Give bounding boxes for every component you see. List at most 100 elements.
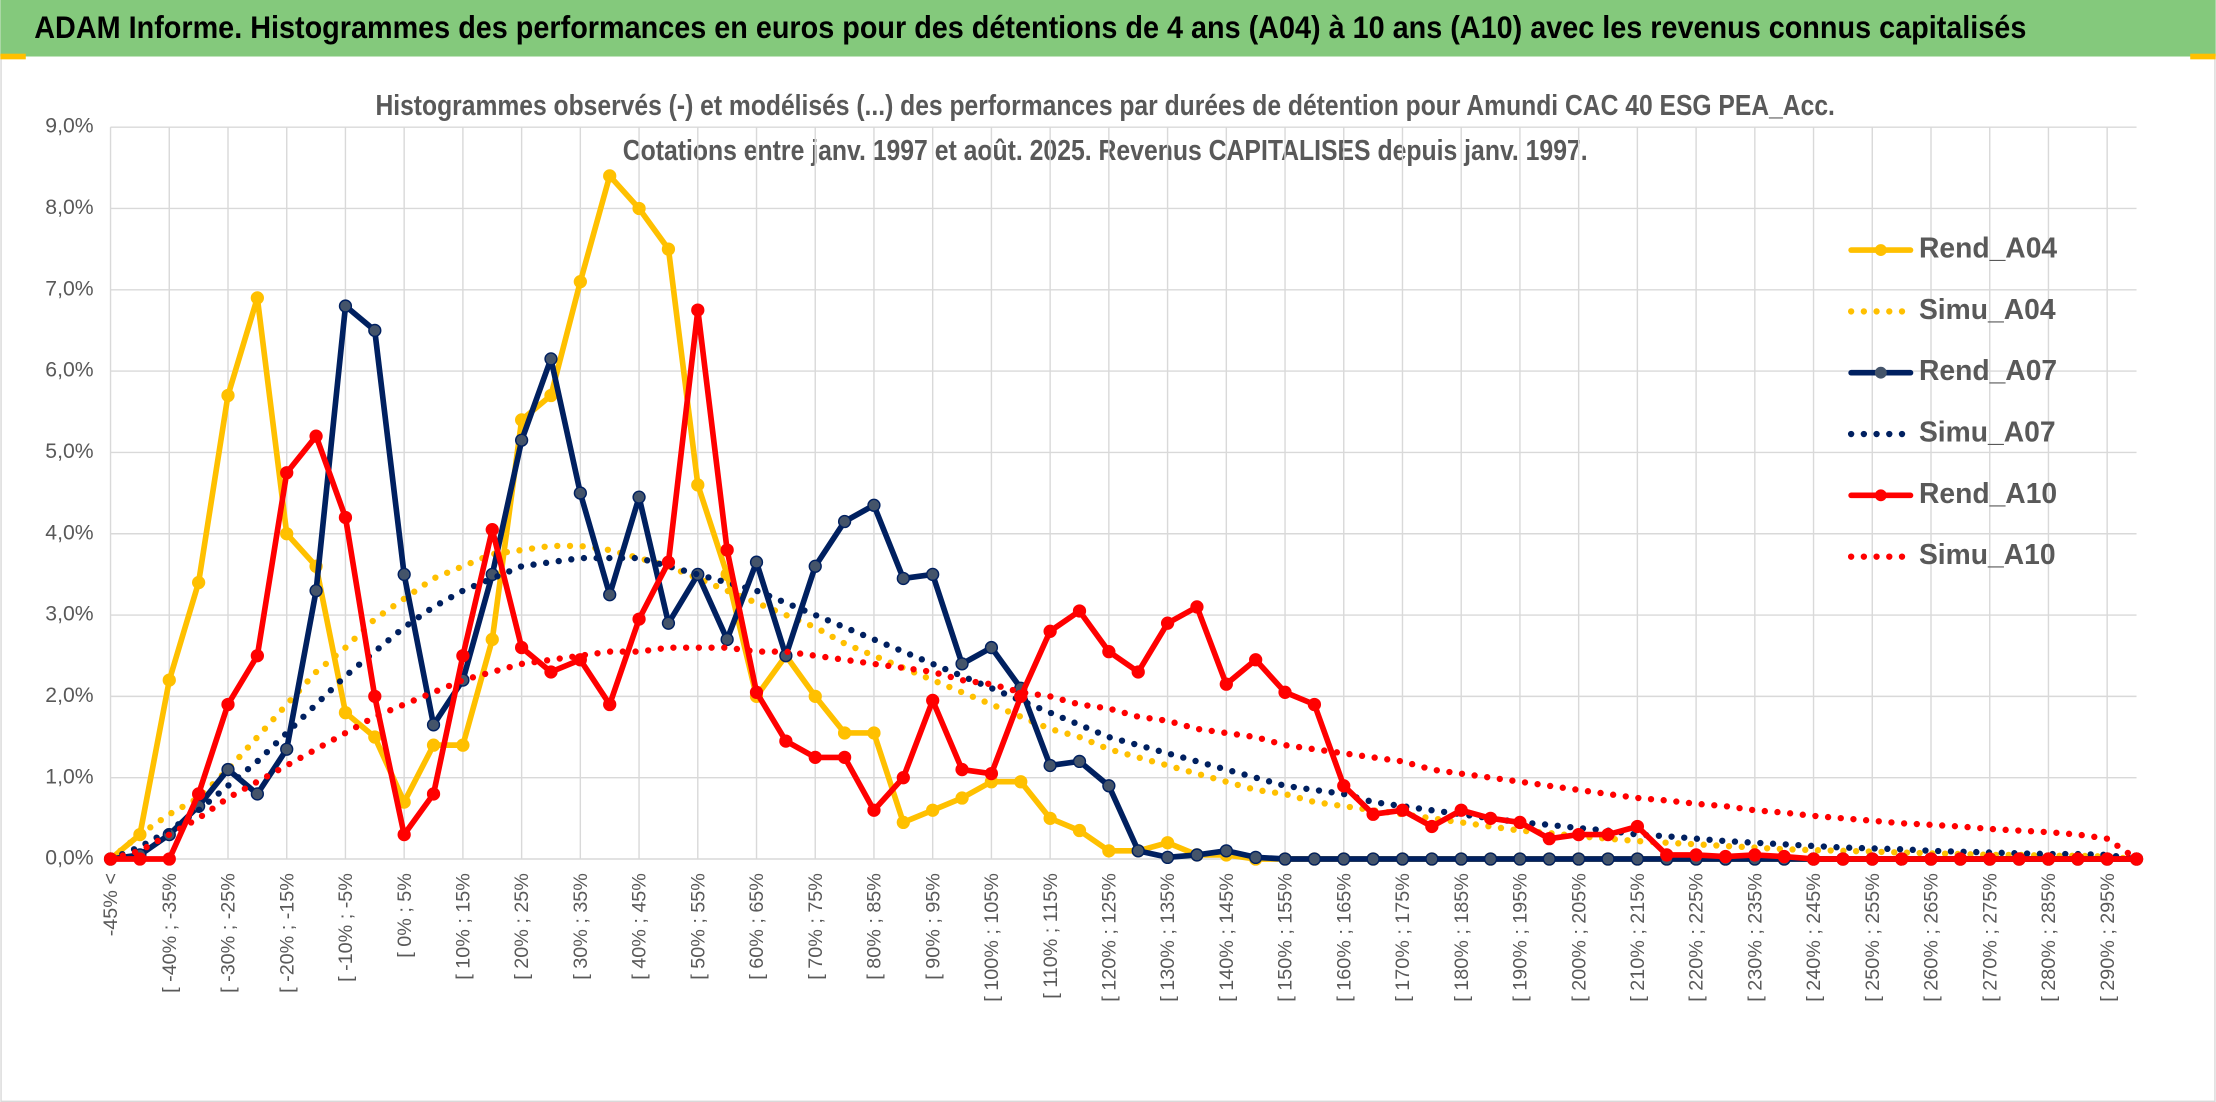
data-point: [926, 567, 940, 582]
legend-marker: [1874, 244, 1887, 257]
data-point: [661, 242, 676, 256]
data-point: [1425, 852, 1439, 866]
x-tick-label: [ 50% ; 55%: [687, 873, 709, 980]
data-point: [1219, 677, 1233, 691]
data-point: [1395, 803, 1410, 817]
header-bar: [0, 0, 2216, 57]
data-point: [1894, 852, 1909, 866]
x-tick-label: [ -20% ; -15%: [276, 873, 298, 993]
x-tick-label: [ 230% ; 235%: [1744, 873, 1766, 1002]
data-point: [691, 478, 705, 492]
data-point: [1630, 819, 1645, 834]
data-point: [926, 803, 940, 817]
corner-accent: [2190, 53, 2216, 60]
data-point: [1072, 604, 1087, 618]
x-tick-label: [ 200% ; 205%: [1568, 873, 1590, 1002]
data-point: [603, 588, 617, 602]
data-point: [1542, 832, 1556, 846]
legend-marker: [1874, 489, 1887, 502]
y-tick-label: 3,0%: [45, 603, 93, 626]
data-point: [1689, 848, 1703, 862]
data-point: [280, 527, 294, 541]
data-point: [2012, 852, 2026, 866]
data-point: [1278, 685, 1292, 699]
data-point: [456, 649, 470, 663]
chart-title: Histogrammes observés (-) et modélisés (…: [375, 89, 1834, 121]
data-point: [1395, 852, 1410, 866]
data-point: [1983, 852, 1997, 866]
legend-label: Simu_A07: [1919, 415, 2056, 447]
x-tick-label: [ 30% ; 35%: [570, 873, 592, 980]
data-point: [426, 718, 441, 732]
x-tick-label: [ 40% ; 45%: [629, 873, 651, 980]
data-point: [867, 498, 881, 512]
data-point: [632, 201, 646, 216]
x-tick-label: [ -10% ; -5%: [335, 873, 357, 982]
y-tick-label: 7,0%: [45, 277, 93, 300]
data-point: [2041, 852, 2056, 866]
data-point: [1601, 852, 1615, 866]
data-point: [779, 734, 793, 748]
x-tick-label: [ 70% ; 75%: [805, 873, 827, 980]
data-point: [896, 571, 910, 586]
data-point: [368, 730, 382, 744]
x-tick-label: [ 260% ; 265%: [1921, 873, 1943, 1002]
data-point: [514, 433, 529, 447]
legend-label: Rend_A04: [1919, 232, 2057, 264]
data-point: [2129, 852, 2144, 866]
data-point: [280, 742, 294, 756]
data-point: [250, 291, 264, 305]
chart-subtitle: Cotations entre janv. 1997 et août. 2025…: [623, 134, 1588, 166]
y-tick-label: 1,0%: [45, 765, 93, 788]
data-point: [514, 640, 529, 655]
data-point: [544, 388, 558, 403]
data-point: [1160, 850, 1175, 865]
x-tick-label: [ 250% ; 255%: [1862, 873, 1884, 1002]
data-point: [1190, 600, 1204, 614]
data-point: [808, 750, 822, 764]
x-tick-label: [ 150% ; 155%: [1275, 873, 1297, 1002]
data-point: [426, 738, 441, 752]
data-point: [1630, 852, 1645, 866]
data-point: [397, 567, 411, 582]
data-point: [1278, 852, 1292, 866]
data-point: [485, 632, 499, 647]
data-point: [1160, 616, 1175, 630]
data-point: [1072, 754, 1087, 769]
data-point: [338, 705, 353, 720]
data-point: [1953, 852, 1968, 866]
data-point: [837, 726, 852, 740]
legend-label: Simu_A04: [1919, 293, 2056, 325]
x-tick-label: [ 290% ; 295%: [2097, 873, 2119, 1002]
x-tick-label: -45% <: [100, 873, 122, 936]
data-point: [1542, 852, 1556, 866]
y-tick-label: 0,0%: [45, 847, 93, 870]
data-point: [808, 559, 822, 573]
data-point: [280, 466, 294, 480]
data-point: [250, 649, 264, 663]
x-tick-label: [ 130% ; 135%: [1157, 873, 1179, 1002]
data-point: [632, 490, 646, 504]
data-point: [309, 584, 323, 598]
data-point: [896, 815, 910, 830]
data-point: [309, 429, 323, 443]
data-point: [162, 673, 176, 687]
data-point: [749, 685, 764, 699]
y-tick-label: 2,0%: [45, 684, 93, 707]
data-point: [1131, 844, 1145, 858]
data-point: [1454, 852, 1468, 866]
data-point: [1806, 852, 1821, 866]
data-point: [1043, 624, 1057, 638]
data-point: [1777, 849, 1791, 864]
data-point: [1425, 819, 1439, 834]
y-tick-label: 5,0%: [45, 440, 93, 463]
data-point: [867, 726, 881, 740]
data-point: [603, 169, 617, 183]
page-title: ADAM Informe. Histogrammes des performan…: [34, 10, 2026, 45]
data-point: [720, 543, 734, 557]
legend-label: Rend_A07: [1919, 354, 2057, 386]
data-point: [1043, 758, 1057, 773]
data-point: [573, 486, 587, 500]
